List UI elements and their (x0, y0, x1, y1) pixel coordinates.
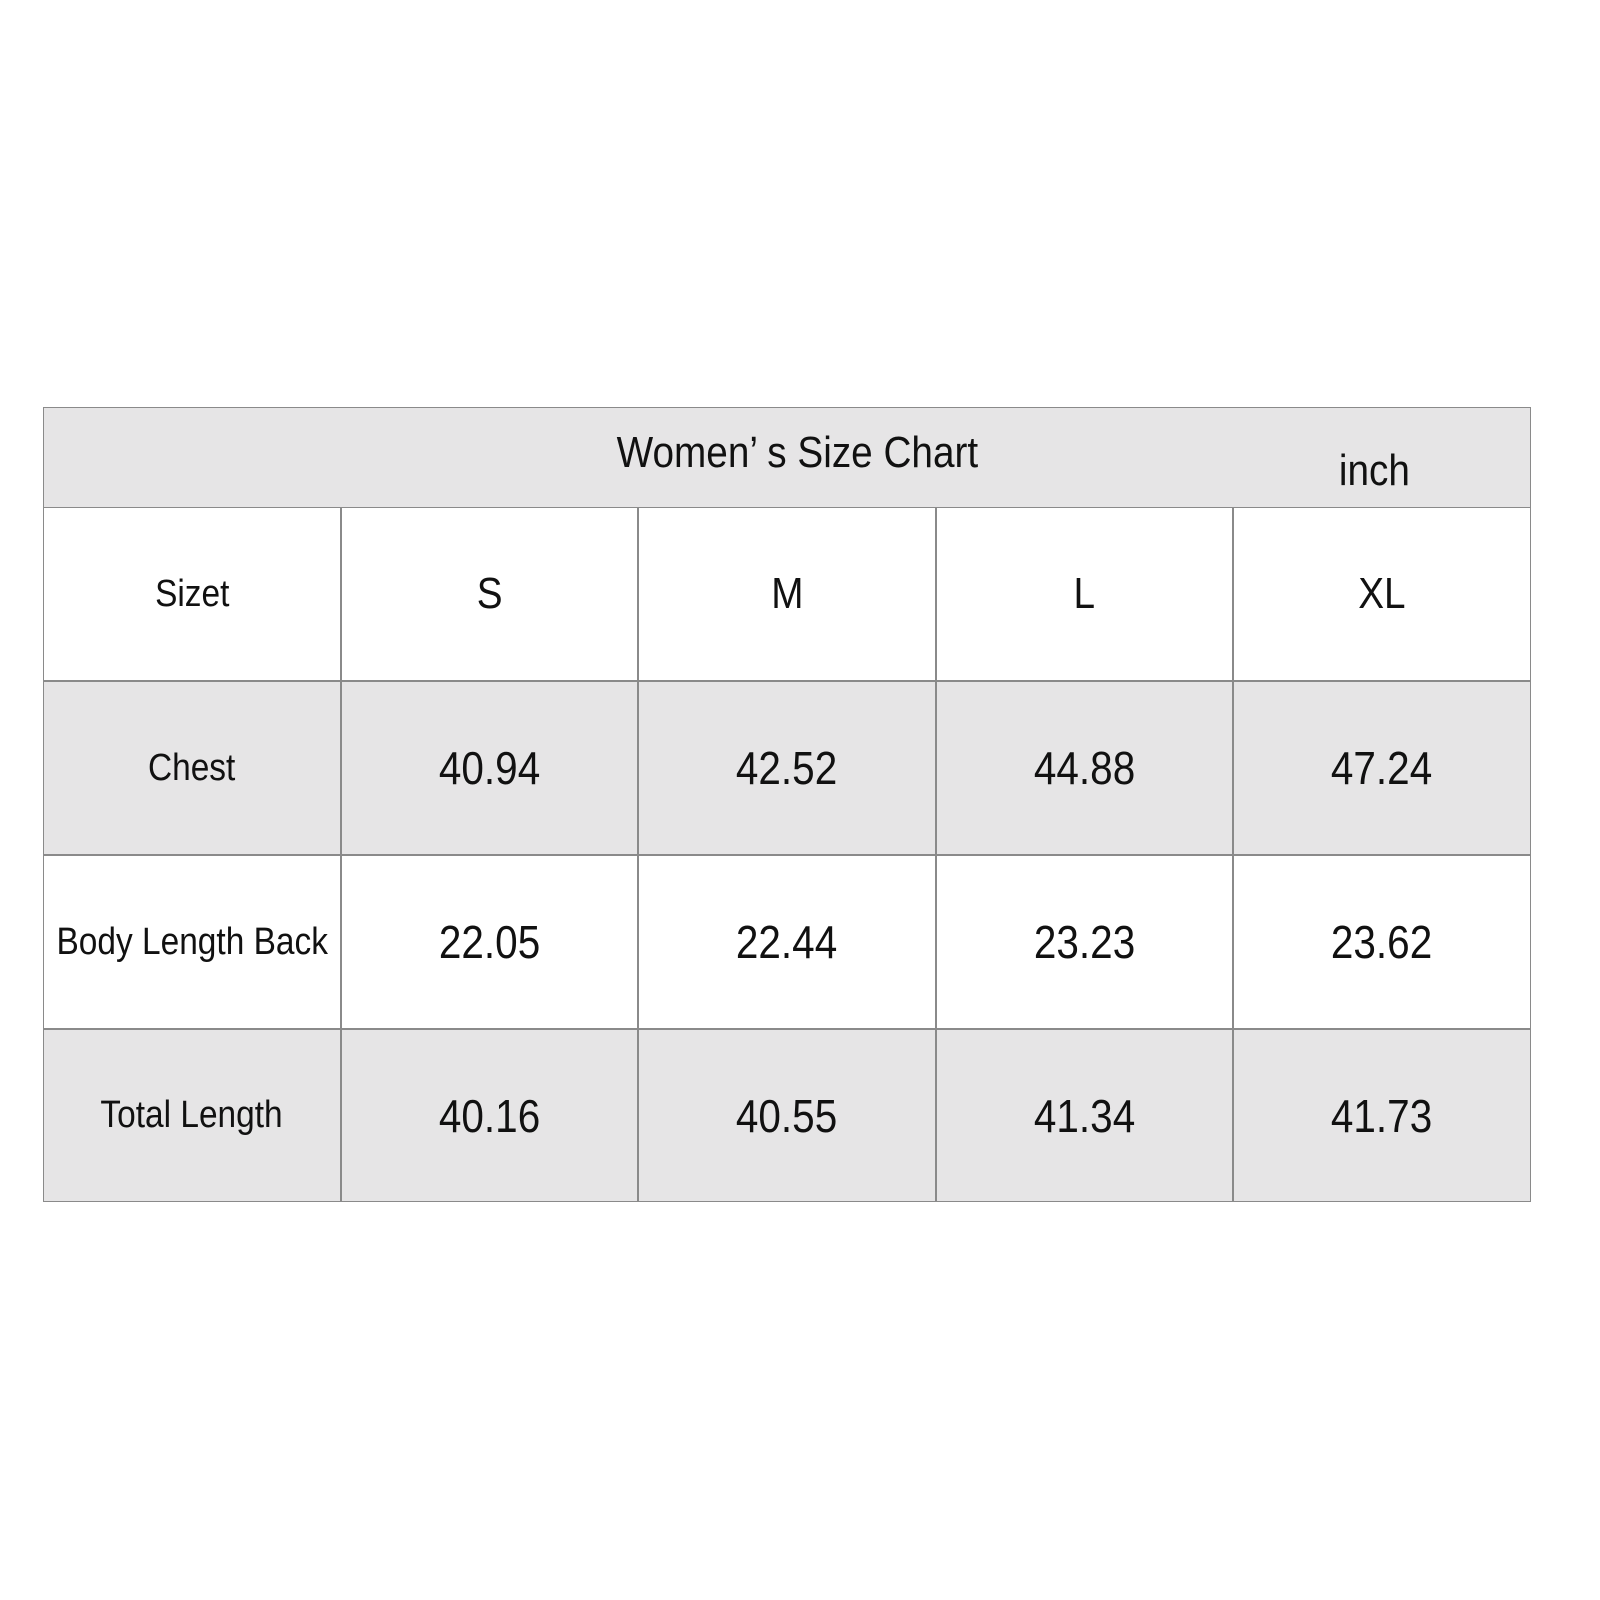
value-cell: 23.62 (1233, 855, 1531, 1029)
row-label-cell-text: Total Length (100, 1094, 284, 1136)
value-cell: 22.05 (341, 855, 638, 1029)
value-cell-text: 41.73 (1331, 1089, 1433, 1142)
size-header-cell: M (638, 507, 936, 681)
value-cell: 42.52 (638, 681, 936, 855)
size-chart-table: Women’ s Size Chart inch Sizet S M L XL Chest… (43, 407, 1531, 1202)
value-cell-text: 22.44 (736, 916, 838, 968)
value-cell-text: 40.16 (438, 1089, 541, 1142)
value-cell-text: 44.88 (1033, 742, 1136, 794)
size-header-cell: S (341, 507, 638, 681)
value-cell-text: 23.23 (1033, 916, 1136, 968)
value-cell-text: 41.34 (1033, 1089, 1136, 1142)
value-cell: 41.73 (1233, 1029, 1531, 1202)
row-label-cell-text: Body Length Back (56, 920, 328, 963)
unit-label: inch (1338, 446, 1410, 495)
value-cell-text: 40.94 (438, 742, 541, 794)
row-label-cell-text: Chest (148, 746, 236, 789)
value-cell: 44.88 (936, 681, 1233, 855)
size-header-cell-text: S (476, 569, 503, 618)
value-cell-text: 22.05 (438, 916, 541, 968)
size-header-cell-text: L (1073, 569, 1096, 618)
size-header-cell: L (936, 507, 1233, 681)
size-header-cell-text: XL (1358, 569, 1406, 618)
value-cell: 40.94 (341, 681, 638, 855)
value-cell: 41.34 (936, 1029, 1233, 1202)
value-cell: 23.23 (936, 855, 1233, 1029)
value-cell-text: 42.52 (736, 742, 838, 794)
value-cell: 40.16 (341, 1029, 638, 1202)
row-label-cell: Chest (43, 681, 341, 855)
size-label-cell: Sizet (43, 507, 341, 681)
value-cell: 47.24 (1233, 681, 1531, 855)
value-cell: 40.55 (638, 1029, 936, 1202)
value-cell-text: 23.62 (1331, 916, 1433, 968)
size-header-cell-text: M (770, 569, 804, 618)
row-label-cell: Body Length Back (43, 855, 341, 1029)
value-cell-text: 40.55 (736, 1089, 838, 1142)
table-title-row: Women’ s Size Chart inch (43, 407, 1531, 508)
value-cell: 22.44 (638, 855, 936, 1029)
table-title: Women’ s Size Chart (616, 428, 979, 477)
size-header-cell: XL (1233, 507, 1531, 681)
size-label-cell-text: Sizet (154, 572, 230, 615)
value-cell-text: 47.24 (1331, 742, 1433, 794)
row-label-cell: Total Length (43, 1029, 341, 1202)
